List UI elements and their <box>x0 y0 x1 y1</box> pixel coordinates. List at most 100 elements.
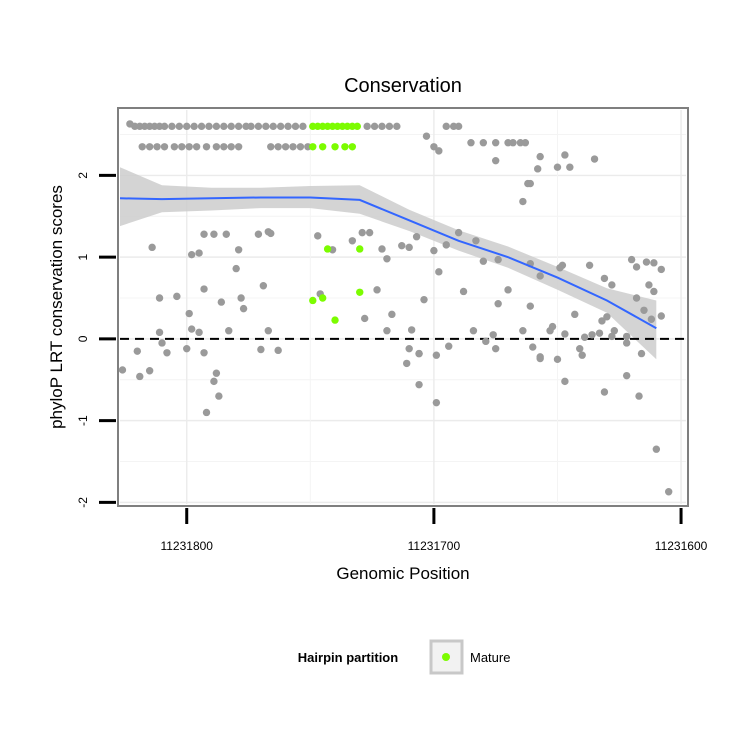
data-point-other <box>267 143 275 151</box>
data-point-other <box>622 371 631 380</box>
data-point-other <box>197 122 206 131</box>
data-point-other <box>588 331 596 339</box>
data-point-other <box>585 261 594 270</box>
data-point-other <box>276 122 285 131</box>
data-point-other <box>158 339 166 347</box>
data-point-other <box>281 143 290 151</box>
data-point-other <box>652 445 661 453</box>
data-point-mature <box>323 245 332 253</box>
data-point-other <box>600 274 609 283</box>
data-point-other <box>239 304 248 313</box>
x-axis-title: Genomic Position <box>336 564 469 583</box>
data-point-other <box>422 132 431 140</box>
data-point-other <box>491 156 500 165</box>
data-point-other <box>635 392 643 400</box>
chart-title: Conservation <box>344 75 462 97</box>
data-point-other <box>160 143 169 151</box>
data-point-other <box>536 354 544 363</box>
data-point-other <box>363 122 371 131</box>
data-point-other <box>220 122 228 131</box>
data-point-other <box>267 229 275 238</box>
grid-lines <box>120 110 686 504</box>
data-point-other <box>170 143 179 151</box>
x-tick-label: 11231600 <box>655 539 708 553</box>
data-point-other <box>469 327 478 335</box>
data-point-other <box>225 327 233 335</box>
smooth-fit-line <box>119 196 657 330</box>
data-point-other <box>187 325 196 333</box>
data-point-mature <box>318 294 327 302</box>
data-point-other <box>175 122 184 131</box>
data-point-mature <box>309 143 317 151</box>
legend-key-mature <box>442 653 450 661</box>
data-point-other <box>479 138 488 147</box>
data-point-other <box>215 392 223 400</box>
data-point-other <box>155 328 164 337</box>
data-point-other <box>405 243 413 252</box>
data-point-other <box>403 359 411 368</box>
data-point-other <box>622 332 631 341</box>
data-point-other <box>118 366 127 374</box>
data-point-other <box>454 122 463 131</box>
data-point-other <box>385 122 394 131</box>
data-point-other <box>348 237 357 245</box>
data-point-other <box>234 122 243 131</box>
confidence-ribbon-layer <box>120 167 657 360</box>
data-point-other <box>212 143 221 151</box>
data-point-other <box>210 377 218 386</box>
data-point-other <box>254 230 263 238</box>
data-point-other <box>264 327 272 335</box>
confidence-ribbon <box>120 167 657 360</box>
x-tick-label: 11231700 <box>408 539 461 553</box>
data-point-other <box>200 285 208 293</box>
data-point-other <box>650 259 658 267</box>
data-point-other <box>314 232 322 240</box>
other-points <box>118 120 673 496</box>
data-point-other <box>259 282 268 290</box>
data-point-other <box>200 230 208 238</box>
data-point-other <box>489 331 497 339</box>
data-point-other <box>173 292 181 301</box>
data-point-mature <box>356 288 364 296</box>
data-point-other <box>234 143 243 151</box>
legend-label-mature: Mature <box>470 650 510 665</box>
data-point-other <box>632 263 641 271</box>
data-point-other <box>650 287 658 296</box>
data-point-other <box>247 122 255 131</box>
data-point-other <box>212 369 221 377</box>
data-point-other <box>407 326 416 334</box>
data-point-other <box>494 300 502 308</box>
data-point-other <box>202 408 211 417</box>
data-point-other <box>148 243 156 252</box>
data-point-other <box>536 152 544 161</box>
data-point-mature <box>331 143 339 151</box>
data-point-other <box>595 329 604 337</box>
data-point-other <box>274 143 282 151</box>
data-point-other <box>529 343 537 351</box>
data-point-other <box>222 230 230 238</box>
data-point-other <box>435 147 443 155</box>
data-point-other <box>472 237 480 245</box>
data-point-other <box>195 328 203 337</box>
mature-points <box>309 122 364 324</box>
data-point-other <box>622 339 631 347</box>
data-point-other <box>432 398 441 407</box>
data-point-other <box>561 151 569 159</box>
data-point-other <box>383 327 391 335</box>
legend-title: Hairpin partition <box>298 650 398 665</box>
data-point-other <box>183 122 191 131</box>
data-point-other <box>262 122 270 131</box>
data-point-other <box>195 249 203 257</box>
data-point-other <box>657 265 665 274</box>
data-point-other <box>536 272 544 280</box>
data-point-other <box>647 315 656 323</box>
data-point-other <box>608 281 616 289</box>
data-point-other <box>190 122 198 131</box>
data-point-other <box>640 306 648 314</box>
y-axis: -2 -1 0 1 2 <box>76 172 116 508</box>
data-point-other <box>145 367 154 375</box>
data-point-other <box>232 264 240 273</box>
data-point-other <box>432 351 441 359</box>
data-point-other <box>136 372 144 381</box>
